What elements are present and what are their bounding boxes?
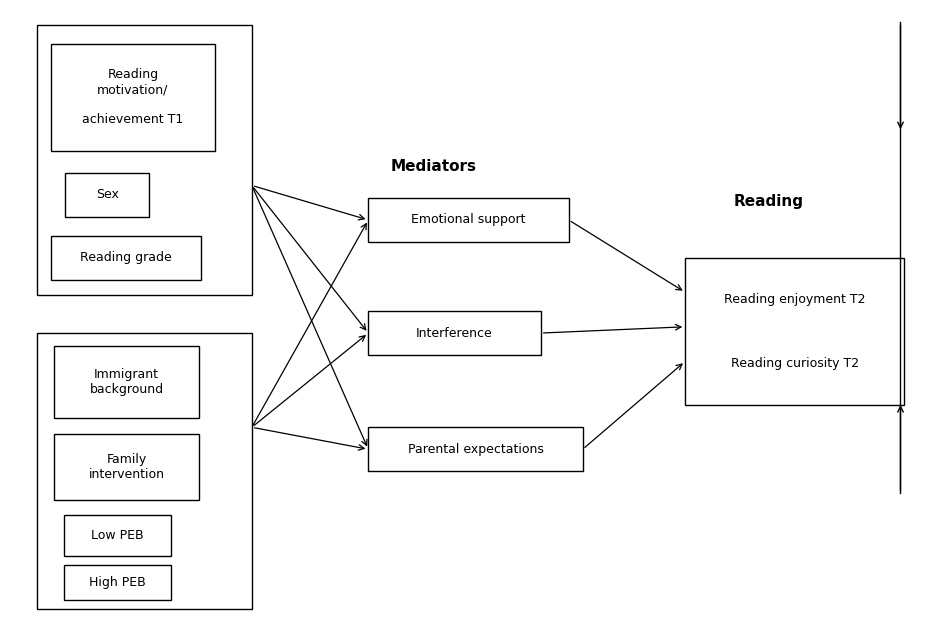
FancyBboxPatch shape (54, 345, 199, 418)
FancyBboxPatch shape (368, 198, 569, 242)
Text: Immigrant
background: Immigrant background (89, 368, 164, 395)
Text: Emotional support: Emotional support (411, 213, 526, 226)
Text: Family
intervention: Family intervention (88, 453, 165, 481)
Text: Low PEB: Low PEB (91, 529, 144, 542)
FancyBboxPatch shape (51, 44, 215, 151)
FancyBboxPatch shape (64, 565, 171, 600)
Text: Reading enjoyment T2: Reading enjoyment T2 (724, 292, 865, 306)
Text: Mediators: Mediators (391, 159, 476, 174)
FancyBboxPatch shape (37, 25, 252, 296)
FancyBboxPatch shape (66, 173, 149, 217)
Text: Reading: Reading (734, 194, 805, 209)
Text: Parental expectations: Parental expectations (408, 443, 543, 456)
Text: Reading grade: Reading grade (80, 251, 172, 264)
FancyBboxPatch shape (64, 515, 171, 556)
FancyBboxPatch shape (368, 428, 583, 471)
FancyBboxPatch shape (685, 258, 904, 405)
Text: Reading curiosity T2: Reading curiosity T2 (730, 358, 859, 370)
FancyBboxPatch shape (368, 311, 541, 355)
Text: Reading
motivation/

achievement T1: Reading motivation/ achievement T1 (83, 69, 184, 126)
FancyBboxPatch shape (54, 433, 199, 499)
Text: Sex: Sex (96, 188, 119, 201)
FancyBboxPatch shape (37, 333, 252, 610)
Text: Interference: Interference (417, 326, 493, 340)
Text: High PEB: High PEB (88, 576, 146, 589)
FancyBboxPatch shape (51, 236, 201, 279)
